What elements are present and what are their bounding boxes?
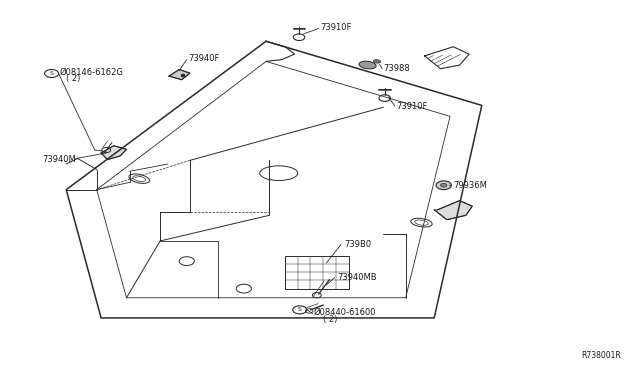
Text: 73940M: 73940M	[42, 155, 76, 164]
Text: ( 2): ( 2)	[65, 74, 80, 83]
Text: R738001R: R738001R	[582, 351, 621, 360]
Ellipse shape	[373, 60, 381, 63]
Circle shape	[436, 181, 451, 190]
Ellipse shape	[359, 61, 376, 69]
Circle shape	[440, 183, 447, 187]
Polygon shape	[101, 146, 127, 160]
Text: 73940F: 73940F	[188, 54, 220, 63]
Text: 739B0: 739B0	[344, 240, 371, 249]
Text: S: S	[298, 307, 301, 312]
Text: 79936M: 79936M	[453, 181, 487, 190]
Text: Ø08146-6162G: Ø08146-6162G	[60, 68, 123, 77]
Polygon shape	[434, 201, 472, 220]
Text: 73940MB: 73940MB	[338, 273, 378, 282]
Text: S: S	[50, 71, 54, 76]
Text: 73910F: 73910F	[396, 102, 428, 110]
Text: Ø08440-61600: Ø08440-61600	[314, 308, 376, 317]
Text: 73910F: 73910F	[320, 23, 351, 32]
Text: ( 2): ( 2)	[323, 315, 337, 324]
Bar	[285, 256, 349, 289]
Polygon shape	[169, 70, 190, 80]
Text: 73988: 73988	[383, 64, 410, 73]
